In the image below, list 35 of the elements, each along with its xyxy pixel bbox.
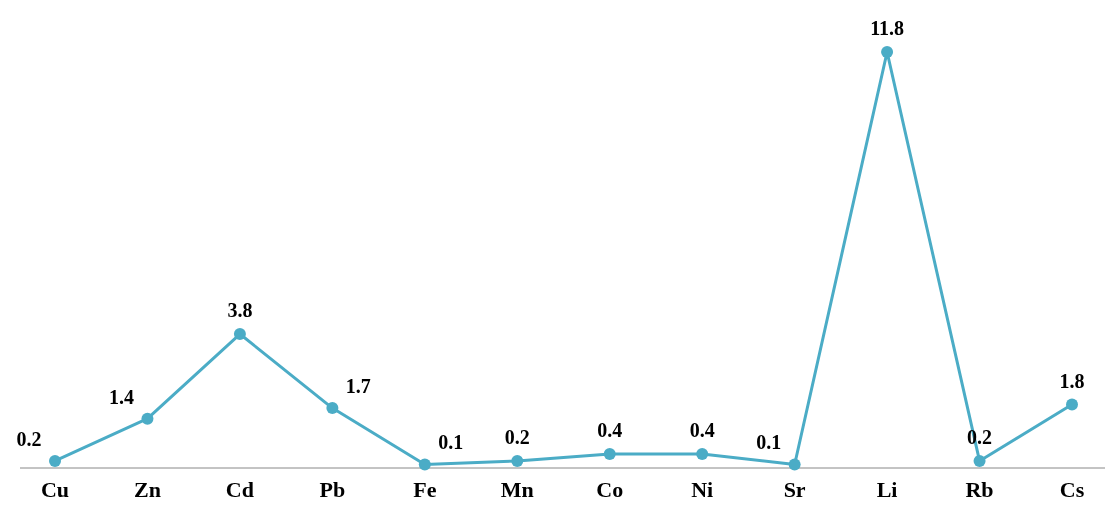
point xyxy=(511,454,524,467)
x-tick-label: Sr xyxy=(783,477,806,502)
point xyxy=(326,402,339,415)
point xyxy=(49,454,61,467)
point xyxy=(881,46,894,58)
point xyxy=(788,458,801,471)
x-tick-label: Zn xyxy=(133,477,161,502)
data-label: 11.8 xyxy=(870,17,905,39)
x-tick-label: Cd xyxy=(225,477,254,502)
data-label: 1.7 xyxy=(345,375,371,398)
x-tick-label: Ni xyxy=(691,477,714,502)
point xyxy=(1066,398,1078,411)
x-tick-label: Cs xyxy=(1059,477,1085,502)
point xyxy=(233,328,246,341)
data-label: 0.1 xyxy=(756,431,782,454)
point xyxy=(418,458,431,471)
x-tick-label: Cu xyxy=(40,477,70,502)
x-tick-label: Rb xyxy=(965,477,994,502)
point xyxy=(603,447,616,460)
x-tick-label: Li xyxy=(876,477,898,502)
data-label: 0.4 xyxy=(597,418,623,441)
data-label: 0.2 xyxy=(16,427,42,450)
data-label: 3.8 xyxy=(227,299,253,322)
x-tick-label: Pb xyxy=(319,477,346,502)
point xyxy=(973,454,986,467)
data-label: 0.1 xyxy=(438,431,464,454)
x-tick-label: Co xyxy=(596,477,624,502)
point xyxy=(696,447,709,460)
data-label: 0.2 xyxy=(504,425,530,448)
data-label: 1.4 xyxy=(108,385,134,408)
x-tick-label: Mn xyxy=(500,477,534,502)
data-label: 0.4 xyxy=(689,418,715,441)
point xyxy=(141,412,154,425)
data-label: 1.8 xyxy=(1059,369,1085,392)
x-tick-label: Fe xyxy=(413,477,437,502)
